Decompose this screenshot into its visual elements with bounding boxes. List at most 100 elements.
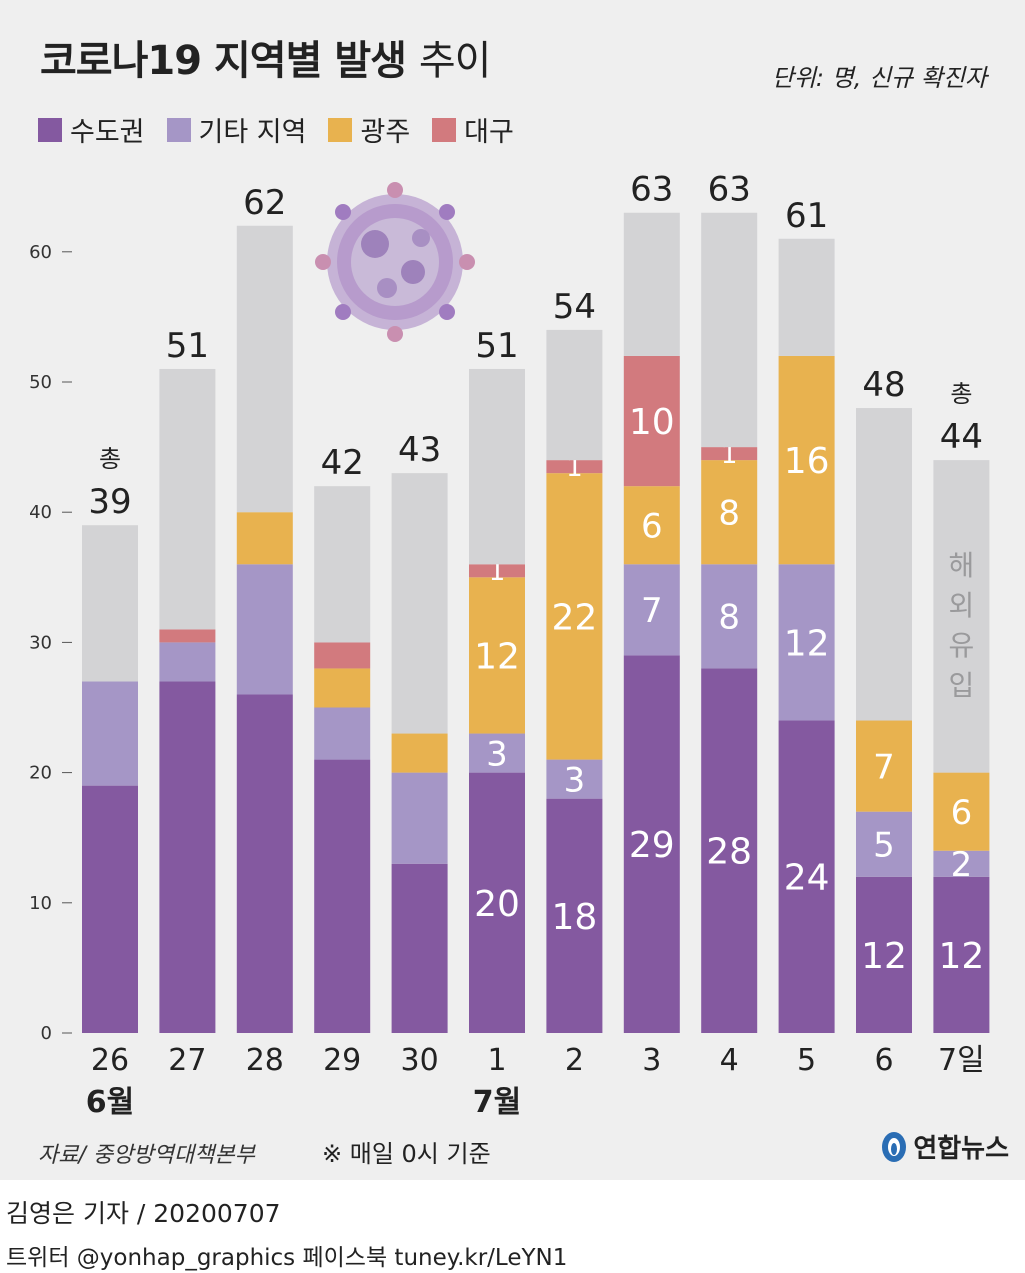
segment-value-label: 12 <box>474 636 520 677</box>
total-label: 51 <box>475 326 518 366</box>
segment-value-label: 2 <box>951 845 973 885</box>
x-tick-label: 5 <box>797 1043 816 1078</box>
x-tick-label: 30 <box>401 1043 439 1078</box>
total-label: 63 <box>630 170 673 210</box>
legend-item-daegu: 대구 <box>432 110 514 149</box>
bar-segment <box>82 681 138 786</box>
bar-segment <box>701 564 758 669</box>
title-light: 추이 <box>418 38 492 84</box>
bar-segment <box>236 564 293 695</box>
bar-segment <box>314 486 371 643</box>
bar-stack: 24 12 16 61 <box>778 196 835 1033</box>
segment-value-label: 12 <box>784 623 830 664</box>
total-label: 44 <box>940 417 983 457</box>
x-axis-labels: 26 27 28 29 30 1 2 3 4 5 6 7일 6월 7월 <box>86 1043 985 1120</box>
total-label: 48 <box>862 365 905 405</box>
segment-value-label: 8 <box>718 598 740 638</box>
x-tick-label: 7일 <box>938 1043 985 1078</box>
virus-illustration <box>315 182 475 342</box>
bar-segment <box>623 355 680 487</box>
x-tick-label: 1 <box>487 1043 506 1078</box>
bar-segment <box>546 759 603 799</box>
x-tick-label: 28 <box>246 1043 284 1078</box>
total-label: 61 <box>785 196 828 236</box>
bar-segment <box>546 460 603 474</box>
bar-stack: 20 3 12 1 51 <box>469 326 525 1033</box>
legend-swatch <box>38 117 62 142</box>
chart-title: 코로나19 지역별 발생 추이 <box>40 28 492 86</box>
credit-footer: 김영은 기자 / 20200707 트위터 @yonhap_graphics 페… <box>0 1180 1025 1273</box>
legend: 수도권 기타 지역 광주 대구 <box>38 110 514 149</box>
bar-segment <box>391 772 448 864</box>
bar-stack: 18 3 22 1 54 <box>546 287 603 1033</box>
bar-segment <box>933 850 990 877</box>
bar-stack: 12 5 7 48 <box>856 365 912 1033</box>
segment-value-label: 3 <box>486 734 508 774</box>
infographic-card: 코로나19 지역별 발생 추이 단위: 명, 신규 확진자 수도권 기타 지역 … <box>0 0 1025 1180</box>
bar-segment <box>159 642 216 682</box>
legend-item-other: 기타 지역 <box>166 110 306 149</box>
bar-segment <box>778 238 835 356</box>
bar-segment <box>933 460 990 773</box>
bar-segment <box>469 577 525 734</box>
segment-value-label: 1 <box>721 440 738 470</box>
bar-stack: 42 <box>314 443 371 1033</box>
title-bold: 코로나19 지역별 발생 <box>40 38 407 84</box>
bar-stack: 12 2 6 44 총 <box>933 380 990 1033</box>
bar-stack: 62 <box>236 183 293 1033</box>
bar-segment <box>236 694 293 1033</box>
y-axis: 0 10 20 30 40 50 60 <box>29 242 72 1044</box>
total-label: 54 <box>553 287 596 327</box>
segment-value-label: 18 <box>551 897 597 938</box>
bar-segment <box>314 759 371 1033</box>
bar-segment <box>778 355 835 565</box>
bar-segment <box>856 876 912 1033</box>
bar-segment <box>623 486 680 565</box>
segment-value-label: 22 <box>551 597 597 638</box>
bar-segment <box>546 329 603 461</box>
bar-segment <box>236 225 293 513</box>
segment-value-label: 29 <box>629 825 675 866</box>
yonhap-logo-icon <box>882 1131 907 1162</box>
bar-stack: 43 <box>391 430 448 1033</box>
bar-segment <box>778 564 835 721</box>
bar-segment <box>469 772 525 1033</box>
bar-segment <box>701 668 758 1033</box>
segment-value-label: 1 <box>489 557 506 587</box>
import-label-char: 외 <box>949 589 975 622</box>
y-tick-label: 10 <box>29 893 52 914</box>
bar-segment <box>159 368 216 630</box>
segment-value-label: 28 <box>706 832 752 873</box>
bar-stack: 39 총 <box>82 445 138 1033</box>
month-label: 7월 <box>473 1085 521 1120</box>
y-tick-label: 60 <box>29 242 52 263</box>
bar-segment <box>623 212 680 356</box>
segment-value-label: 8 <box>718 493 740 533</box>
month-label: 6월 <box>86 1085 134 1120</box>
x-tick-label: 6 <box>874 1043 893 1078</box>
x-tick-label: 3 <box>642 1043 661 1078</box>
import-label-char: 유 <box>949 629 975 662</box>
basis-note: ※ 매일 0시 기준 <box>322 1140 491 1168</box>
legend-swatch <box>166 117 191 142</box>
y-tick-label: 20 <box>29 763 52 784</box>
legend-item-gwangju: 광주 <box>328 110 410 149</box>
bar-segment <box>701 460 758 565</box>
bar-segment <box>469 733 525 773</box>
y-tick-label: 50 <box>29 372 52 393</box>
bar-segment <box>82 785 138 1033</box>
segment-value-label: 7 <box>873 747 895 787</box>
legend-label: 대구 <box>464 117 514 148</box>
segment-value-label: 24 <box>784 858 830 899</box>
legend-swatch <box>328 117 353 142</box>
bar-segment <box>314 642 371 669</box>
total-label: 62 <box>243 183 286 223</box>
legend-swatch <box>432 117 457 142</box>
source-note: 자료/ 중앙방역대책본부 <box>38 1143 255 1168</box>
total-prefix: 총 <box>950 380 972 408</box>
bar-segment <box>856 811 912 877</box>
bar-segment <box>933 772 990 851</box>
total-label: 42 <box>321 443 364 483</box>
bar-segment <box>236 512 293 565</box>
